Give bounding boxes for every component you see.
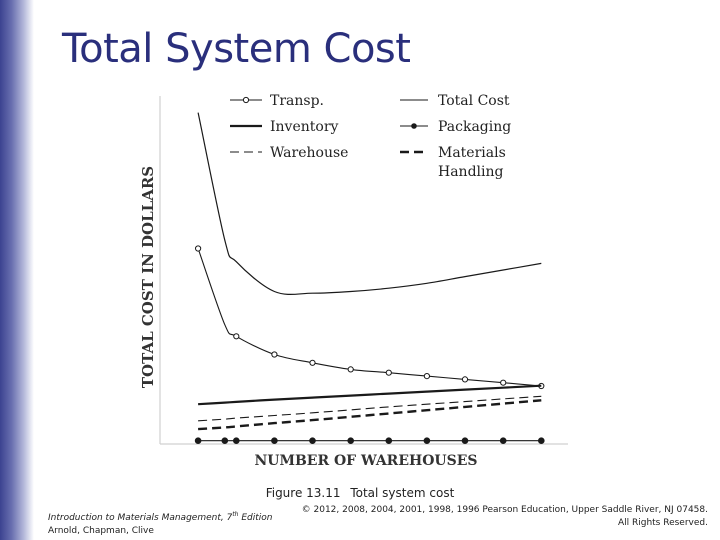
data-point-transp- bbox=[271, 351, 278, 358]
data-point-transp- bbox=[195, 245, 202, 252]
slide-title: Total System Cost bbox=[62, 26, 411, 72]
y-axis-label: TOTAL COST IN DOLLARS bbox=[139, 166, 157, 388]
data-point-transp- bbox=[309, 359, 316, 366]
data-point-transp- bbox=[461, 376, 469, 383]
data-point-transp- bbox=[500, 379, 507, 386]
chart-axes bbox=[159, 96, 568, 445]
data-point-packaging bbox=[347, 437, 355, 445]
footer-rights: All Rights Reserved. bbox=[617, 518, 708, 528]
data-point-packaging bbox=[221, 437, 229, 445]
data-point-packaging bbox=[194, 437, 202, 445]
data-point-packaging bbox=[271, 437, 278, 445]
data-point-packaging bbox=[309, 437, 316, 445]
legend-marker-packaging bbox=[411, 123, 417, 129]
data-point-packaging bbox=[538, 437, 545, 445]
series-line-inventory bbox=[198, 384, 542, 406]
data-point-packaging bbox=[499, 437, 507, 445]
legend-label-warehouse: Warehouse bbox=[270, 145, 348, 161]
legend-label-total-cost: Total Cost bbox=[438, 93, 510, 109]
chart-legend: Transp. Total Cost Inventory Packaging W… bbox=[230, 93, 511, 180]
series-line-materials-handling bbox=[198, 399, 542, 431]
figure-number: Figure 13.11 bbox=[265, 486, 341, 500]
footer-authors: Arnold, Chapman, Clive bbox=[48, 526, 154, 536]
data-point-transp- bbox=[385, 369, 392, 376]
legend-label-inventory: Inventory bbox=[270, 119, 339, 135]
legend-label-packaging: Packaging bbox=[438, 119, 511, 135]
chart-series bbox=[194, 112, 545, 445]
data-point-packaging bbox=[423, 437, 431, 445]
footer-edition-sup: th bbox=[232, 511, 239, 518]
series-line-transp- bbox=[197, 248, 542, 387]
data-point-transp- bbox=[347, 366, 354, 373]
data-point-packaging bbox=[461, 437, 469, 445]
footer-book-title-line: Introduction to Materials Management, 7t… bbox=[48, 508, 272, 525]
data-point-transp- bbox=[233, 333, 240, 340]
legend-label-handling: Handling bbox=[438, 164, 504, 180]
footer-book-title: Introduction to Materials Management, 7 bbox=[48, 513, 233, 523]
slide-side-bar bbox=[0, 0, 34, 540]
series-line-warehouse bbox=[198, 395, 542, 422]
figure-caption: Figure 13.11 Total system cost bbox=[0, 486, 720, 500]
figure-caption-text: Total system cost bbox=[350, 486, 455, 500]
footer-edition-word: Edition bbox=[238, 513, 273, 523]
x-axis-label: NUMBER OF WAREHOUSES bbox=[254, 453, 477, 469]
series-line-total-cost bbox=[197, 112, 542, 295]
footer-book-info: Introduction to Materials Management, 7t… bbox=[48, 508, 272, 538]
legend-label-materials: Materials bbox=[438, 145, 506, 161]
data-point-packaging bbox=[233, 437, 240, 445]
legend-marker-transp bbox=[242, 96, 250, 104]
footer-copyright: © 2012, 2008, 2004, 2001, 1998, 1996 Pea… bbox=[301, 505, 708, 515]
data-point-transp- bbox=[423, 373, 430, 380]
legend-label-transp: Transp. bbox=[270, 93, 324, 109]
footer-copyright-block: © 2012, 2008, 2004, 2001, 1998, 1996 Pea… bbox=[302, 504, 708, 530]
data-point-packaging bbox=[385, 437, 393, 445]
